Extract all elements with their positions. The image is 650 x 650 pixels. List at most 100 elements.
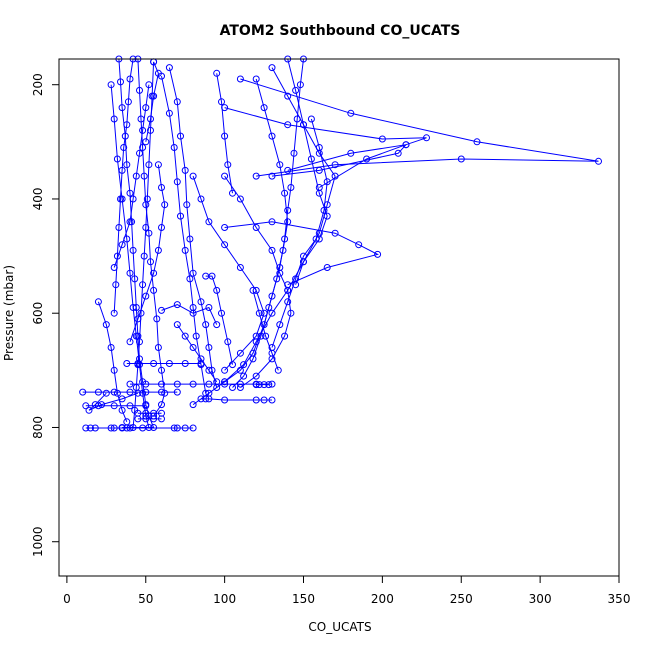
- data-point: [98, 401, 106, 409]
- data-point: [189, 344, 197, 351]
- data-point: [113, 252, 121, 260]
- y-tick-label: 200: [31, 73, 45, 96]
- data-point: [183, 201, 191, 209]
- data-point: [181, 360, 189, 367]
- data-point: [221, 396, 229, 404]
- data-point: [145, 161, 153, 169]
- data-point: [221, 380, 229, 388]
- data-point: [181, 246, 189, 254]
- series-33: [249, 286, 282, 374]
- data-point: [147, 115, 154, 123]
- data-point: [221, 241, 229, 249]
- data-point: [268, 246, 276, 254]
- series-8: [221, 172, 295, 391]
- series-18: [79, 388, 181, 396]
- data-point: [260, 309, 268, 317]
- data-point: [126, 402, 134, 410]
- x-tick-label: 350: [608, 592, 631, 606]
- data-point: [221, 378, 229, 386]
- data-point: [102, 321, 110, 329]
- data-point: [265, 381, 273, 389]
- data-point: [154, 161, 162, 169]
- data-point: [268, 218, 276, 226]
- data-point: [284, 166, 292, 174]
- data-point: [192, 332, 200, 340]
- data-point: [112, 281, 120, 289]
- data-point: [173, 321, 181, 329]
- x-axis-label: CO_UCATS: [308, 620, 371, 634]
- series-17: [268, 141, 410, 191]
- data-point: [347, 149, 355, 157]
- data-point: [158, 415, 165, 423]
- data-point: [143, 195, 151, 203]
- data-point: [123, 121, 131, 129]
- data-point: [107, 81, 115, 89]
- data-point: [173, 424, 181, 432]
- x-tick-label: 250: [450, 592, 473, 606]
- data-point: [123, 418, 131, 426]
- series-23: [134, 415, 165, 423]
- y-axis-label: Pressure (mbar): [2, 265, 16, 361]
- data-point: [320, 206, 328, 214]
- series-line: [161, 304, 218, 325]
- data-point: [213, 378, 221, 386]
- data-point: [276, 161, 284, 169]
- series-22: [134, 409, 165, 417]
- data-point: [363, 155, 371, 163]
- data-point: [147, 126, 154, 134]
- series-37: [110, 55, 137, 317]
- data-point: [252, 172, 260, 180]
- data-point: [236, 75, 244, 83]
- data-point: [236, 195, 244, 203]
- data-point: [240, 372, 248, 380]
- data-point: [323, 212, 331, 220]
- series-line: [224, 67, 336, 383]
- data-point: [221, 172, 229, 180]
- data-point: [213, 321, 221, 329]
- series-25: [197, 395, 276, 404]
- series-30: [202, 272, 236, 369]
- data-point: [323, 178, 331, 186]
- series-line: [129, 164, 166, 342]
- data-point: [252, 75, 260, 83]
- data-point: [158, 380, 165, 388]
- data-point: [158, 224, 165, 231]
- data-point: [87, 424, 94, 432]
- data-point: [292, 86, 300, 94]
- data-point: [292, 275, 300, 283]
- data-point: [281, 332, 289, 340]
- data-point: [165, 109, 173, 117]
- series-line: [145, 61, 159, 142]
- data-point: [150, 92, 158, 100]
- data-point: [276, 321, 284, 329]
- data-point: [132, 172, 140, 180]
- data-point: [296, 81, 304, 89]
- data-point: [126, 380, 134, 388]
- series-15: [221, 104, 430, 174]
- y-axis: 200 400 600 800 1000: [31, 73, 60, 557]
- data-point: [118, 424, 126, 432]
- y-tick-label: 1000: [31, 526, 45, 557]
- data-point: [177, 212, 184, 220]
- y-tick-label: 400: [31, 188, 45, 211]
- data-point: [300, 121, 307, 129]
- data-point: [94, 402, 102, 410]
- data-point: [132, 332, 140, 340]
- data-point: [213, 286, 221, 294]
- data-point: [107, 344, 115, 351]
- data-point: [457, 155, 465, 163]
- data-point: [197, 195, 205, 203]
- data-point: [126, 388, 134, 396]
- data-point: [139, 281, 147, 289]
- data-point: [347, 109, 355, 117]
- data-point: [139, 126, 147, 134]
- data-point: [82, 424, 90, 432]
- data-point: [249, 286, 257, 294]
- data-point: [402, 141, 410, 149]
- data-point: [186, 275, 194, 283]
- data-point: [147, 258, 154, 266]
- series-34: [85, 389, 142, 414]
- series-line: [137, 58, 166, 417]
- data-point: [268, 172, 276, 180]
- data-point: [142, 224, 150, 231]
